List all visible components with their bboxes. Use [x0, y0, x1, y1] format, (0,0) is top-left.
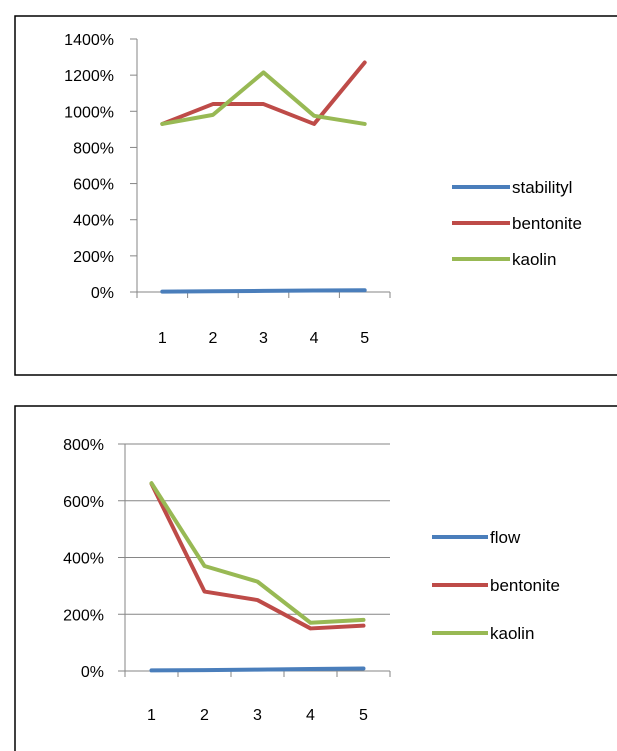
- chart-1-border: [14, 15, 617, 376]
- y-tick-label: 200%: [73, 249, 114, 266]
- legend-label: kaolin: [512, 250, 556, 269]
- y-tick-label: 400%: [63, 551, 104, 568]
- y-tick-label: 1200%: [64, 68, 114, 85]
- x-tick-label: 4: [310, 330, 319, 347]
- x-tick-label: 5: [359, 707, 368, 724]
- x-tick-label: 2: [200, 707, 209, 724]
- y-tick-label: 800%: [73, 140, 114, 157]
- series-line-stabilityl: [160, 288, 367, 294]
- chart-2-border: [14, 405, 617, 751]
- legend-label: flow: [490, 528, 521, 547]
- y-tick-label: 0%: [91, 285, 114, 302]
- series-line-kaolin: [160, 70, 367, 126]
- chart-2: 0% 200% 400% 600% 800% 1 2 3 4 5 flow bentonite kaol…: [63, 437, 560, 724]
- legend-label: kaolin: [490, 624, 534, 643]
- y-tick-label: 1400%: [64, 32, 114, 49]
- x-tick-label: 3: [253, 707, 262, 724]
- x-tick-label: 2: [208, 330, 217, 347]
- y-tick-label: 800%: [63, 437, 104, 454]
- x-tick-label: 1: [147, 707, 156, 724]
- series-line-kaolin: [149, 481, 366, 625]
- y-tick-label: 200%: [63, 607, 104, 624]
- series-line-bentonite: [149, 481, 366, 631]
- legend-label: bentonite: [512, 214, 582, 233]
- y-tick-label: 600%: [73, 177, 114, 194]
- x-tick-label: 5: [360, 330, 369, 347]
- series-line-bentonite: [160, 60, 367, 126]
- y-tick-label: 1000%: [64, 104, 114, 121]
- legend-label: bentonite: [490, 576, 560, 595]
- x-tick-label: 3: [259, 330, 268, 347]
- x-tick-label: 4: [306, 707, 315, 724]
- chart-1: 0% 200% 400% 600% 800% 1000% 1200% 1400% 1 2 3 4 5 st…: [64, 32, 582, 347]
- legend-label: stabilityl: [512, 178, 572, 197]
- x-tick-label: 1: [158, 330, 167, 347]
- y-tick-label: 600%: [63, 494, 104, 511]
- y-tick-label: 400%: [73, 213, 114, 230]
- series-line-flow: [149, 666, 366, 673]
- y-tick-label: 0%: [81, 664, 104, 681]
